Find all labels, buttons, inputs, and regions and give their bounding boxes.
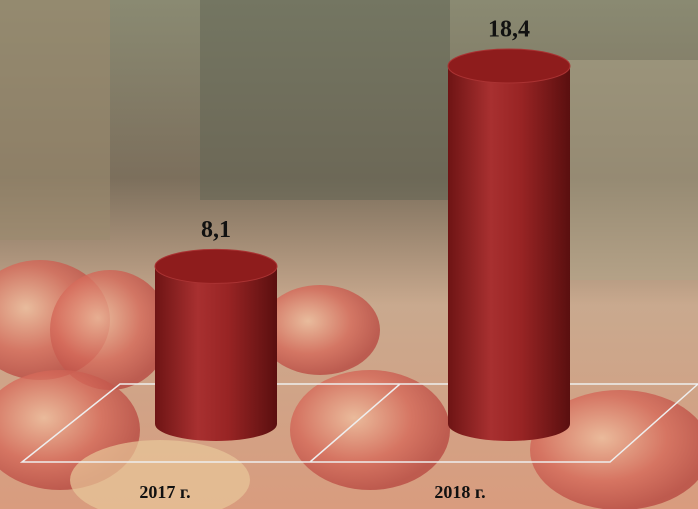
chart: 8,1 2017 г. 18,4 2018 г. bbox=[0, 0, 698, 509]
bar-top bbox=[448, 49, 570, 83]
value-label: 18,4 bbox=[488, 17, 530, 43]
bar bbox=[448, 66, 570, 441]
value-label: 8,1 bbox=[201, 217, 231, 243]
background bbox=[0, 0, 698, 509]
bar bbox=[155, 266, 277, 441]
x-tick-label: 2017 г. bbox=[139, 482, 190, 502]
x-tick-label: 2018 г. bbox=[434, 482, 485, 502]
bar-top bbox=[155, 249, 277, 283]
